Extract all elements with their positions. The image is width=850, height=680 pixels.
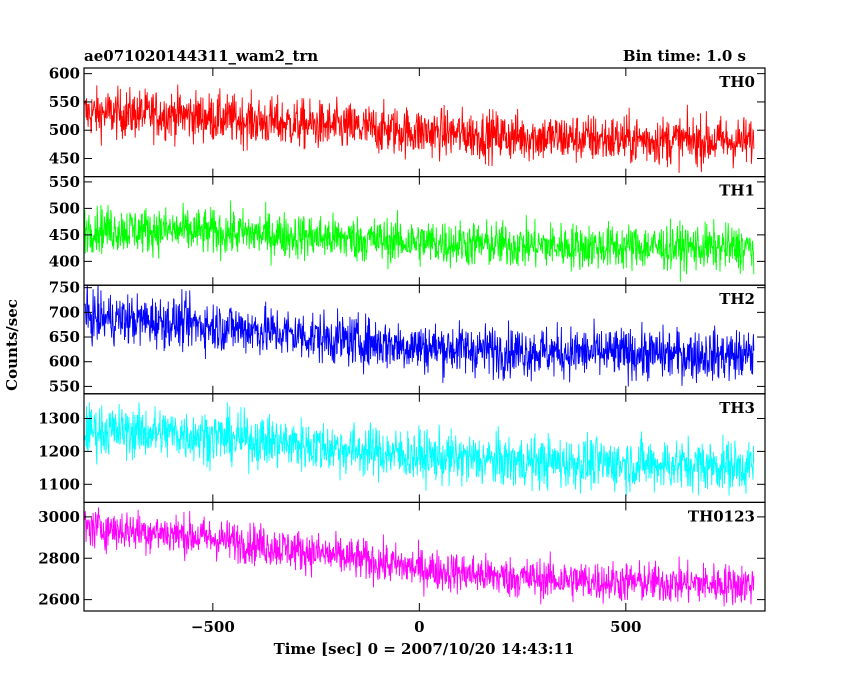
panel-th0123: 2600 2800 3000 TH0123: [38, 501, 766, 612]
panel-frame: [83, 501, 766, 612]
y-tick-label: 450: [49, 226, 80, 244]
series-line-th2: [84, 285, 755, 387]
y-tick-label: 400: [49, 252, 80, 270]
y-tick-label: 500: [49, 199, 80, 217]
panel-label: TH1: [719, 182, 755, 200]
y-tick-label: 450: [49, 150, 80, 168]
y-tick-label: 700: [49, 303, 80, 321]
y-tick-label: 2800: [38, 549, 80, 567]
chart-title: ae071020144311_wam2_trn: [84, 47, 318, 65]
y-tick-label: 550: [49, 173, 80, 191]
series-line-th0123: [84, 507, 755, 607]
y-tick-label: 750: [49, 279, 80, 297]
y-tick-label: 1100: [38, 475, 80, 493]
panels: 450 500 550 600 TH0 400 450 500 550 TH1 550 600 650 7…: [38, 65, 766, 612]
panel-th1: 400 450 500 550 TH1: [49, 173, 766, 286]
y-tick-label: 600: [49, 65, 80, 83]
panel-label: TH0123: [688, 507, 755, 525]
panel-label: TH0: [719, 73, 755, 91]
y-tick-label: 500: [49, 121, 80, 139]
panel-th3: 1100 1200 1300 TH3: [38, 393, 766, 503]
x-tick-label: −500: [191, 618, 235, 636]
y-tick-label: 1200: [38, 442, 80, 460]
y-tick-label: 1300: [38, 409, 80, 427]
y-tick-label: 650: [49, 328, 80, 346]
x-axis-label: Time [sec] 0 = 2007/10/20 14:43:11: [274, 640, 575, 658]
panel-label: TH3: [719, 399, 755, 417]
series-line-th1: [84, 200, 755, 282]
panel-th0: 450 500 550 600 TH0: [49, 65, 766, 178]
series-line-th0: [84, 84, 755, 173]
x-tick-label: 500: [610, 618, 641, 636]
y-tick-label: 2600: [38, 591, 80, 609]
y-axis-label: Counts/sec: [3, 299, 21, 391]
panel-label: TH2: [719, 290, 755, 308]
series-line-th3: [84, 402, 755, 497]
y-tick-label: 550: [49, 93, 80, 111]
x-axis-ticks: −500 0 500: [191, 618, 642, 636]
y-tick-label: 3000: [38, 508, 80, 526]
panel-th2: 550 600 650 700 750 TH2: [49, 279, 766, 395]
y-tick-label: 600: [49, 353, 80, 371]
bin-time-label: Bin time: 1.0 s: [623, 47, 746, 65]
x-tick-label: 0: [414, 618, 424, 636]
y-tick-label: 550: [49, 377, 80, 395]
